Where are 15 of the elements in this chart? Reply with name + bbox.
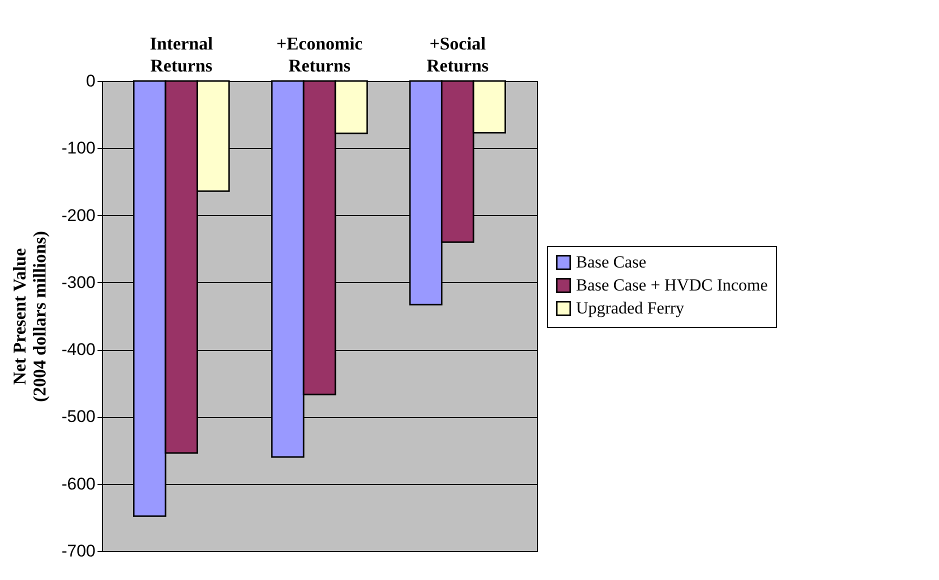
y-tick-label: -200 xyxy=(61,206,96,225)
y-tick-label: -400 xyxy=(61,340,96,360)
y-axis-title: Net Present Value (2004 dollars millions) xyxy=(9,230,50,402)
legend-label: Base Case xyxy=(576,252,646,272)
y-tick-label: -100 xyxy=(61,138,96,158)
legend-label: Base Case + HVDC Income xyxy=(576,276,768,294)
y-tick-label: -700 xyxy=(61,542,96,560)
x-tick-label: Internal Returns xyxy=(150,34,213,76)
x-tick-label: +Social Returns xyxy=(426,34,489,76)
y-tick-label: 0 xyxy=(86,72,96,90)
y-tick-label: -600 xyxy=(61,474,96,494)
x-tick-label: +Economic Returns xyxy=(276,34,363,76)
y-tick-label: -500 xyxy=(61,407,96,426)
y-tick-label: -300 xyxy=(61,272,96,292)
legend-label: Upgraded Ferry xyxy=(576,298,685,318)
